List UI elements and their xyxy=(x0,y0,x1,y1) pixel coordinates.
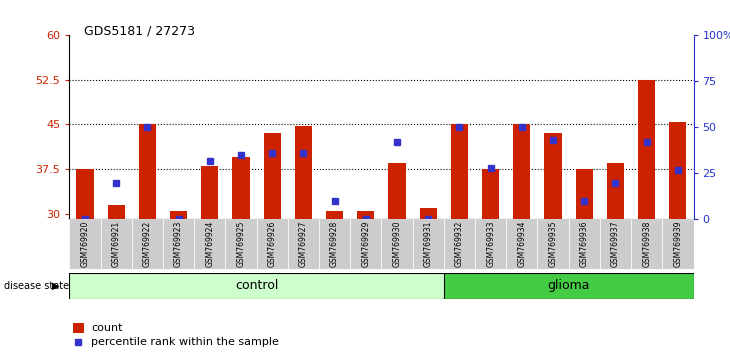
Bar xyxy=(139,125,156,219)
Bar xyxy=(77,169,93,219)
Text: glioma: glioma xyxy=(548,279,590,292)
Bar xyxy=(326,211,343,219)
Text: disease state: disease state xyxy=(4,281,69,291)
Text: GSM769922: GSM769922 xyxy=(143,221,152,267)
Text: GSM769929: GSM769929 xyxy=(361,221,370,267)
Bar xyxy=(475,219,507,269)
Bar xyxy=(295,126,312,219)
Bar xyxy=(662,219,694,269)
Bar xyxy=(576,169,593,219)
Bar xyxy=(631,219,662,269)
Bar xyxy=(226,219,257,269)
Text: GSM769924: GSM769924 xyxy=(205,221,215,267)
Text: GSM769921: GSM769921 xyxy=(112,221,120,267)
Bar xyxy=(264,133,281,219)
Bar xyxy=(288,219,319,269)
Bar xyxy=(507,219,537,269)
Text: GSM769923: GSM769923 xyxy=(174,221,183,267)
Text: GSM769931: GSM769931 xyxy=(423,221,433,267)
Bar xyxy=(669,121,686,219)
Text: GSM769930: GSM769930 xyxy=(393,221,402,268)
Text: GSM769926: GSM769926 xyxy=(268,221,277,267)
Bar xyxy=(451,125,468,219)
Bar xyxy=(444,273,694,299)
Bar xyxy=(357,211,374,219)
Text: GSM769934: GSM769934 xyxy=(518,221,526,268)
Bar xyxy=(194,219,226,269)
Bar xyxy=(319,219,350,269)
Text: GSM769935: GSM769935 xyxy=(548,221,558,268)
Bar xyxy=(537,219,569,269)
Bar xyxy=(101,219,132,269)
Bar xyxy=(107,205,125,219)
Bar xyxy=(638,80,656,219)
Text: control: control xyxy=(235,279,278,292)
Bar xyxy=(444,219,475,269)
Text: GSM769925: GSM769925 xyxy=(237,221,245,267)
Bar xyxy=(257,219,288,269)
Text: GSM769933: GSM769933 xyxy=(486,221,495,268)
Bar xyxy=(163,219,194,269)
Bar xyxy=(381,219,412,269)
Text: GSM769920: GSM769920 xyxy=(80,221,90,267)
Bar xyxy=(545,133,561,219)
Text: GSM769939: GSM769939 xyxy=(673,221,683,268)
Bar xyxy=(607,163,624,219)
Bar xyxy=(482,169,499,219)
Bar xyxy=(73,324,84,333)
Bar xyxy=(513,125,531,219)
Text: GSM769927: GSM769927 xyxy=(299,221,308,267)
Text: percentile rank within the sample: percentile rank within the sample xyxy=(91,337,279,348)
Bar xyxy=(600,219,631,269)
Text: GSM769928: GSM769928 xyxy=(330,221,339,267)
Bar xyxy=(350,219,381,269)
Text: GSM769936: GSM769936 xyxy=(580,221,589,268)
Bar xyxy=(131,219,163,269)
Text: GSM769938: GSM769938 xyxy=(642,221,651,267)
Text: ▶: ▶ xyxy=(53,281,60,291)
Bar xyxy=(201,166,218,219)
Bar xyxy=(69,273,444,299)
Text: GDS5181 / 27273: GDS5181 / 27273 xyxy=(84,25,195,38)
Text: count: count xyxy=(91,323,123,333)
Text: GSM769932: GSM769932 xyxy=(455,221,464,267)
Bar xyxy=(569,219,600,269)
Bar xyxy=(388,163,406,219)
Bar xyxy=(69,219,101,269)
Bar xyxy=(412,219,444,269)
Text: GSM769937: GSM769937 xyxy=(611,221,620,268)
Bar xyxy=(170,211,187,219)
Bar xyxy=(420,207,437,219)
Bar xyxy=(232,157,250,219)
